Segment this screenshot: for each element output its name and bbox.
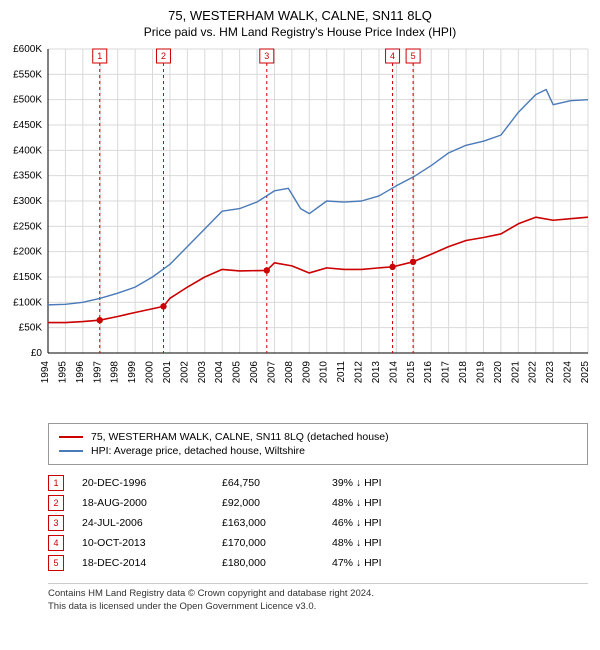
sale-date: 18-AUG-2000 [82,497,222,509]
footnote: Contains HM Land Registry data © Crown c… [48,583,588,614]
sale-diff: 48% ↓ HPI [332,537,442,549]
sales-row: 3 24-JUL-2006£163,00046% ↓ HPI [48,513,588,533]
footnote-line: Contains HM Land Registry data © Crown c… [48,588,588,601]
legend-item: 75, WESTERHAM WALK, CALNE, SN11 8LQ (det… [59,430,577,444]
sale-price: £170,000 [222,537,332,549]
svg-text:£300K: £300K [13,196,42,207]
legend: 75, WESTERHAM WALK, CALNE, SN11 8LQ (det… [48,423,588,465]
svg-text:5: 5 [411,51,416,61]
svg-text:2020: 2020 [493,361,504,384]
svg-text:£350K: £350K [13,171,42,182]
svg-text:2024: 2024 [563,361,574,384]
svg-text:2014: 2014 [388,361,399,384]
sale-date: 18-DEC-2014 [82,557,222,569]
sales-row: 4 10-OCT-2013£170,00048% ↓ HPI [48,533,588,553]
svg-text:1997: 1997 [92,361,103,384]
svg-text:1: 1 [97,51,102,61]
svg-text:2009: 2009 [301,361,312,384]
svg-text:2022: 2022 [528,361,539,384]
sale-date: 20-DEC-1996 [82,477,222,489]
svg-text:2004: 2004 [214,361,225,384]
svg-text:2002: 2002 [179,361,190,384]
sales-row: 1 20-DEC-1996£64,75039% ↓ HPI [48,473,588,493]
svg-text:£200K: £200K [13,247,42,258]
legend-swatch [59,450,83,452]
svg-text:3: 3 [264,51,269,61]
legend-swatch [59,436,83,438]
svg-text:2005: 2005 [232,361,243,384]
sale-diff: 46% ↓ HPI [332,517,442,529]
sales-row: 2 18-AUG-2000£92,00048% ↓ HPI [48,493,588,513]
sale-date: 10-OCT-2013 [82,537,222,549]
svg-text:1995: 1995 [57,361,68,384]
svg-text:£150K: £150K [13,272,42,283]
svg-text:1994: 1994 [40,361,51,384]
sale-badge: 5 [48,555,64,571]
sale-badge: 1 [48,475,64,491]
sales-table: 1 20-DEC-1996£64,75039% ↓ HPI 2 18-AUG-2000… [48,473,588,573]
sale-price: £92,000 [222,497,332,509]
svg-text:2003: 2003 [197,361,208,384]
svg-text:2023: 2023 [545,361,556,384]
sale-badge: 3 [48,515,64,531]
svg-text:£550K: £550K [13,69,42,80]
svg-text:£50K: £50K [19,323,43,334]
sale-diff: 39% ↓ HPI [332,477,442,489]
svg-text:2015: 2015 [406,361,417,384]
svg-text:2001: 2001 [162,361,173,384]
svg-text:2012: 2012 [354,361,365,384]
sale-price: £163,000 [222,517,332,529]
svg-text:4: 4 [390,51,395,61]
svg-text:£0: £0 [31,348,43,359]
svg-text:1998: 1998 [110,361,121,384]
svg-text:2006: 2006 [249,361,260,384]
sale-date: 24-JUL-2006 [82,517,222,529]
sales-row: 5 18-DEC-2014£180,00047% ↓ HPI [48,553,588,573]
svg-text:2025: 2025 [580,361,591,384]
svg-text:2019: 2019 [475,361,486,384]
svg-text:1996: 1996 [75,361,86,384]
price-chart: £0£50K£100K£150K£200K£250K£300K£350K£400… [48,43,588,403]
svg-text:2: 2 [161,51,166,61]
svg-text:£250K: £250K [13,221,42,232]
legend-label: 75, WESTERHAM WALK, CALNE, SN11 8LQ (det… [91,431,389,443]
svg-text:£100K: £100K [13,297,42,308]
svg-text:2007: 2007 [266,361,277,384]
sale-price: £64,750 [222,477,332,489]
svg-text:2011: 2011 [336,361,347,383]
svg-text:2010: 2010 [319,361,330,384]
svg-text:£450K: £450K [13,120,42,131]
svg-text:2000: 2000 [145,361,156,384]
svg-text:2021: 2021 [510,361,521,384]
svg-text:1999: 1999 [127,361,138,384]
svg-text:2008: 2008 [284,361,295,384]
page-subtitle: Price paid vs. HM Land Registry's House … [0,23,600,43]
sale-badge: 2 [48,495,64,511]
svg-text:£500K: £500K [13,95,42,106]
sale-diff: 47% ↓ HPI [332,557,442,569]
legend-label: HPI: Average price, detached house, Wilt… [91,445,305,457]
legend-item: HPI: Average price, detached house, Wilt… [59,444,577,458]
sale-diff: 48% ↓ HPI [332,497,442,509]
svg-text:2013: 2013 [371,361,382,384]
sale-price: £180,000 [222,557,332,569]
sale-badge: 4 [48,535,64,551]
page-title: 75, WESTERHAM WALK, CALNE, SN11 8LQ [0,0,600,23]
svg-text:2016: 2016 [423,361,434,384]
svg-text:2018: 2018 [458,361,469,384]
svg-text:2017: 2017 [441,361,452,384]
svg-text:£400K: £400K [13,145,42,156]
footnote-line: This data is licensed under the Open Gov… [48,601,588,614]
svg-text:£600K: £600K [13,44,42,55]
